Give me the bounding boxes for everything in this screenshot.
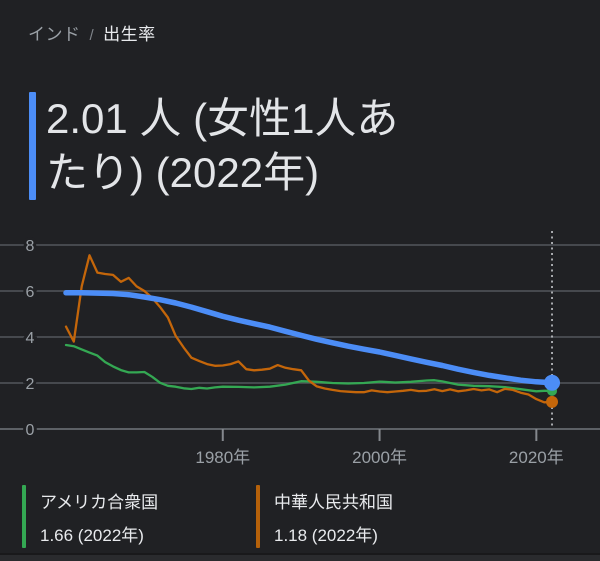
y-axis-label-2: 2 bbox=[26, 376, 35, 393]
headline-accent-bar bbox=[29, 92, 36, 200]
y-axis-label-6: 6 bbox=[26, 284, 35, 301]
breadcrumb: インド / 出生率 bbox=[0, 0, 600, 45]
legend-item-china: 中華人民共和国 1.18 (2022年) bbox=[256, 485, 490, 552]
x-axis-label-2020: 2020年 bbox=[509, 448, 564, 467]
legend-country-usa: アメリカ合衆国 bbox=[40, 493, 159, 512]
legend-value-usa: 1.66 (2022年) bbox=[40, 526, 144, 545]
end-dot-india bbox=[544, 374, 561, 391]
legend-color-bar-usa bbox=[22, 485, 26, 548]
legend-country-china: 中華人民共和国 bbox=[274, 493, 393, 512]
legend-text-usa: アメリカ合衆国 1.66 (2022年) bbox=[40, 485, 158, 552]
chart-legend: アメリカ合衆国 1.66 (2022年) 中華人民共和国 1.18 (2022年… bbox=[22, 485, 600, 552]
y-axis-label-4: 4 bbox=[26, 330, 35, 347]
breadcrumb-parent[interactable]: インド bbox=[28, 25, 81, 44]
headline-value-line2: たり) (2022年) bbox=[46, 149, 320, 196]
headline-value-line1: 2.01 人 (女性1人あ bbox=[46, 95, 399, 142]
legend-color-bar-china bbox=[256, 485, 260, 548]
series-line-usa bbox=[64, 343, 554, 393]
x-axis-label-2000: 2000年 bbox=[352, 448, 407, 467]
series-line-india bbox=[63, 290, 555, 386]
breadcrumb-separator: / bbox=[89, 27, 95, 44]
fertility-line-chart[interactable]: 8 6 4 2 0 1980年 2000年 2020年 bbox=[0, 229, 600, 479]
section-divider bbox=[0, 553, 600, 561]
legend-text-china: 中華人民共和国 1.18 (2022年) bbox=[274, 485, 393, 552]
legend-value-china: 1.18 (2022年) bbox=[274, 526, 378, 545]
headline: 2.01 人 (女性1人あ たり) (2022年) bbox=[0, 92, 600, 200]
series-line-china bbox=[64, 254, 554, 404]
end-dot-china bbox=[546, 395, 559, 408]
y-axis-label-8: 8 bbox=[26, 238, 35, 255]
legend-item-usa: アメリカ合衆国 1.66 (2022年) bbox=[22, 485, 256, 552]
y-axis-label-0: 0 bbox=[26, 422, 35, 439]
x-axis-label-1980: 1980年 bbox=[195, 448, 250, 467]
headline-value: 2.01 人 (女性1人あ たり) (2022年) bbox=[46, 92, 398, 200]
breadcrumb-current: 出生率 bbox=[103, 25, 156, 44]
